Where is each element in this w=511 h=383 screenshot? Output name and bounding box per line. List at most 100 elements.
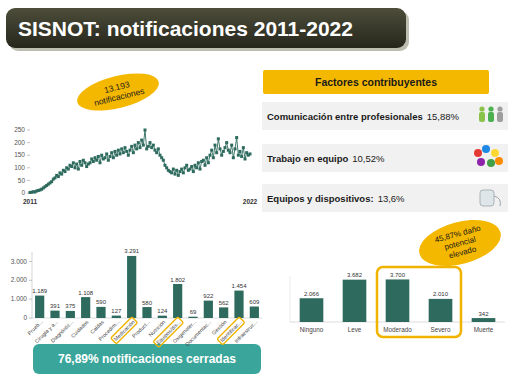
series-marker — [172, 168, 175, 171]
factor-label: Trabajo en equipo — [267, 153, 348, 164]
bar — [96, 307, 105, 318]
data-label: 1.189 — [32, 288, 48, 294]
series-marker — [95, 159, 98, 162]
series-marker — [80, 164, 83, 167]
y-tick — [29, 318, 32, 319]
series-marker — [205, 156, 208, 159]
data-label: 3.682 — [347, 272, 363, 278]
series-marker — [60, 173, 63, 176]
data-label: 127 — [111, 308, 122, 314]
factors-title: Factores contribuyentes — [315, 76, 437, 88]
series-marker — [230, 144, 233, 147]
data-label: 1.802 — [170, 277, 186, 283]
series-marker — [217, 137, 220, 140]
factor-row — [262, 102, 508, 130]
bar — [300, 298, 324, 322]
badge-shape — [414, 212, 506, 274]
factor-value: 13,6% — [378, 193, 405, 204]
x-tick-group: Product... — [131, 319, 151, 339]
y-tick-label: 0 — [23, 314, 27, 321]
series-marker — [174, 173, 177, 176]
data-label: 590 — [96, 299, 107, 305]
x-tick-label: Medicación — [112, 319, 135, 342]
x-tick-label: Severo — [431, 326, 451, 333]
data-label: 1.108 — [78, 290, 94, 296]
x-tick-label: 2011 — [23, 198, 37, 205]
y-tick — [27, 130, 30, 131]
bar — [127, 256, 136, 318]
data-label: 391 — [50, 303, 61, 309]
bar — [142, 307, 151, 318]
series-marker — [124, 146, 127, 149]
series-marker — [129, 149, 132, 152]
series-marker — [210, 149, 213, 152]
series-marker — [57, 175, 60, 178]
series-marker — [107, 159, 110, 162]
series-marker — [144, 129, 147, 132]
series-marker — [199, 168, 202, 171]
y-tick — [27, 155, 30, 156]
y-tick — [29, 299, 32, 300]
series-marker — [114, 150, 117, 153]
bar — [386, 279, 410, 322]
y-tick-label: 150 — [14, 151, 25, 158]
series-marker — [142, 144, 145, 147]
bar — [250, 307, 259, 318]
x-tick-label: Documentac... — [184, 319, 212, 347]
series-marker — [109, 155, 112, 158]
y-tick — [27, 180, 30, 181]
x-tick-group: Diagnóstic... — [49, 319, 74, 344]
icon-people — [479, 106, 503, 122]
factors-header — [263, 70, 489, 94]
series-marker — [74, 166, 77, 169]
bar — [219, 307, 228, 318]
bar — [35, 296, 44, 318]
y-tick-label: 250 — [14, 126, 25, 133]
series-marker — [220, 154, 223, 157]
bar — [81, 297, 90, 318]
series-marker — [234, 147, 237, 150]
closed-banner — [33, 344, 261, 374]
series-marker — [132, 151, 135, 154]
series-marker — [249, 152, 252, 155]
series-marker — [67, 168, 70, 171]
series-marker — [77, 168, 80, 171]
x-tick-group: Documentac... — [184, 319, 212, 347]
series-marker — [72, 161, 75, 164]
series-marker — [122, 151, 125, 154]
series-marker — [177, 174, 180, 177]
bar — [66, 311, 75, 318]
series-marker — [89, 161, 92, 164]
y-tick — [27, 142, 30, 143]
series-marker — [195, 166, 198, 169]
icon-device — [480, 190, 500, 206]
series-marker — [225, 141, 228, 144]
series-marker — [75, 163, 78, 166]
bar — [472, 318, 496, 322]
series-marker — [202, 159, 205, 162]
series-marker — [240, 155, 243, 158]
badge-shape — [73, 66, 162, 117]
series-marker — [192, 170, 195, 173]
highlight-label-box — [111, 317, 138, 344]
x-tick-group: Infraestruc... — [233, 319, 258, 344]
y-axis — [32, 252, 33, 318]
factor-text: Trabajo en equipo10,52% — [267, 153, 385, 164]
data-label: 375 — [65, 303, 76, 309]
x-tick-group: Medicación — [111, 317, 138, 344]
x-tick-label: Cuidados — [70, 319, 90, 339]
series-marker — [137, 141, 140, 144]
plot-area — [35, 256, 259, 318]
y-tick-label: 50 — [18, 177, 26, 184]
series-marker — [242, 146, 245, 149]
data-label: 342 — [478, 311, 489, 317]
series-marker — [99, 161, 102, 164]
series-marker — [185, 164, 188, 167]
bar — [50, 311, 59, 318]
data-label: 562 — [219, 300, 230, 306]
series-marker — [100, 154, 103, 157]
y-tick-label: 0 — [21, 189, 25, 196]
series-marker — [64, 170, 67, 173]
series-marker — [244, 157, 247, 160]
series-line — [30, 130, 250, 193]
